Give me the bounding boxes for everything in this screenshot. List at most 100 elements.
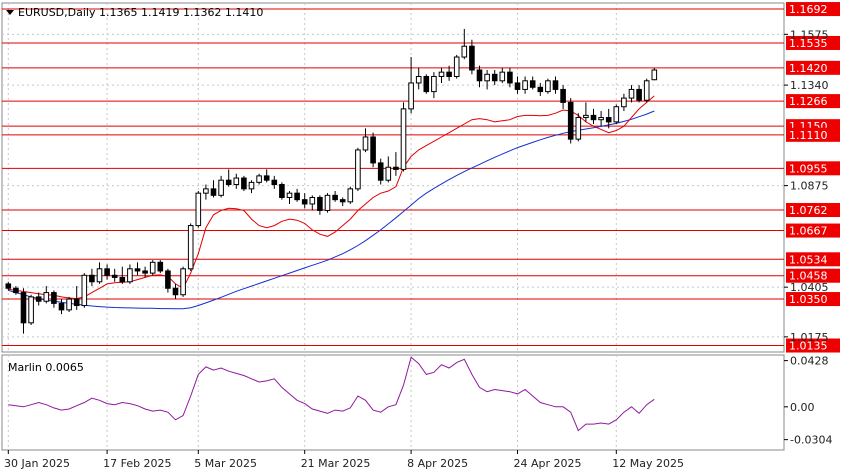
- bear-candle: [469, 45, 475, 71]
- bear-candle: [241, 177, 247, 190]
- time-tick-label: 8 Apr 2025: [407, 457, 468, 470]
- level-label-box: [786, 252, 840, 267]
- level-label-box: [786, 292, 840, 307]
- level-label: 1.0135: [789, 340, 828, 353]
- bear-candle: [89, 274, 95, 283]
- bear-candle: [636, 88, 642, 101]
- bear-candle: [73, 298, 80, 307]
- bull-candle: [385, 166, 392, 181]
- bear-candle: [317, 196, 323, 211]
- level-label-box: [786, 2, 840, 17]
- level-lines: 1.16921.15351.14201.12661.11501.11101.09…: [2, 2, 840, 353]
- oscillator-line: [8, 356, 655, 432]
- symbol-header-text: EURUSD,Daily 1.1365 1.1419 1.1362 1.1410: [18, 6, 263, 19]
- bull-candle: [43, 292, 50, 302]
- bull-candle: [431, 75, 437, 93]
- osc-tick-label: 0.0428: [790, 355, 829, 368]
- time-axis: 30 Jan 2025 17 Feb 2025 5 Mar 2025 21 Mar 2…: [4, 450, 684, 470]
- level-label-box: [786, 338, 840, 353]
- bull-candle: [187, 225, 194, 270]
- bull-candle: [545, 80, 551, 93]
- time-tick-label: 17 Feb 2025: [103, 457, 171, 470]
- bull-candle: [415, 75, 422, 84]
- bull-candle: [324, 194, 331, 211]
- bear-candle: [377, 162, 384, 181]
- bear-candle: [104, 268, 110, 276]
- level-label: 1.0667: [789, 225, 828, 238]
- bear-candle: [301, 199, 308, 205]
- bear-candle: [476, 69, 483, 82]
- bear-candle: [5, 283, 12, 289]
- oscillator-series: [8, 356, 655, 432]
- level-label-box: [786, 223, 840, 238]
- bear-candle: [225, 179, 232, 186]
- oscillator-panel: [1, 354, 785, 451]
- bull-candle: [461, 45, 468, 58]
- bear-candle: [294, 192, 300, 201]
- level-label-box: [786, 268, 840, 283]
- level-label: 1.1420: [789, 62, 828, 75]
- bull-candle: [149, 261, 156, 274]
- bull-candle: [583, 114, 589, 119]
- time-tick-label: 24 Apr 2025: [514, 457, 582, 470]
- symbol-header: EURUSD,Daily 1.1365 1.1419 1.1362 1.1410: [6, 6, 263, 19]
- bear-candle: [423, 75, 430, 93]
- level-label: 1.0350: [789, 293, 828, 306]
- bear-candle: [491, 73, 498, 82]
- bear-candle: [119, 276, 126, 283]
- osc-tick-label: 0.00: [790, 401, 815, 414]
- level-label: 1.1535: [789, 37, 828, 50]
- bear-candle: [552, 80, 559, 90]
- bull-candle: [499, 71, 506, 82]
- bull-candle: [362, 136, 369, 151]
- bull-candle: [355, 149, 361, 190]
- osc-tick-label: -0.0304: [790, 434, 832, 447]
- bull-candle: [286, 192, 293, 198]
- bear-candle: [339, 199, 346, 203]
- time-tick-label: 12 May 2025: [612, 457, 684, 470]
- bear-candle: [172, 287, 179, 296]
- bear-candle: [529, 80, 536, 88]
- bull-candle: [408, 82, 414, 110]
- bear-candle: [514, 82, 521, 90]
- bull-candle: [127, 268, 133, 283]
- bear-candle: [370, 136, 376, 164]
- bull-candle: [218, 179, 224, 196]
- bear-candle: [58, 302, 65, 311]
- level-label: 1.1266: [789, 95, 828, 108]
- level-label-box: [786, 60, 840, 75]
- bull-candle: [96, 268, 103, 283]
- price-tick-label: 1.1575: [790, 28, 829, 41]
- bull-candle: [195, 192, 202, 227]
- bull-candle: [438, 71, 445, 77]
- bull-candle: [453, 56, 460, 77]
- oscillator-grid: [7, 355, 617, 450]
- level-label: 1.0534: [789, 253, 828, 266]
- price-tick-label: 1.0175: [790, 331, 829, 344]
- bear-candle: [134, 268, 141, 272]
- bull-candle: [598, 117, 604, 121]
- bear-candle: [35, 296, 42, 302]
- bull-candle: [66, 298, 72, 311]
- candles: [5, 28, 658, 334]
- level-label: 1.1110: [789, 129, 828, 142]
- bear-candle: [605, 117, 612, 123]
- price-grid: [2, 3, 784, 352]
- bull-candle: [203, 188, 209, 194]
- bull-candle: [28, 296, 34, 324]
- time-tick-label: 21 Mar 2025: [301, 457, 371, 470]
- bull-candle: [180, 268, 186, 296]
- bull-candle: [522, 80, 528, 90]
- oscillator-label: Marlin 0.0065: [8, 361, 84, 374]
- price-axis: 1.1575 1.1340 1.0875 1.0405 1.0175: [784, 28, 829, 344]
- bull-candle: [484, 73, 490, 82]
- bear-candle: [165, 270, 171, 289]
- bear-candle: [157, 261, 164, 272]
- bear-candle: [560, 88, 566, 103]
- time-tick-label: 30 Jan 2025: [4, 457, 70, 470]
- oscillator-axis: 0.0428 0.00 -0.0304: [784, 355, 832, 447]
- bull-candle: [621, 97, 627, 108]
- dropdown-triangle-icon[interactable]: [6, 10, 14, 15]
- price-tick-label: 1.0405: [790, 281, 829, 294]
